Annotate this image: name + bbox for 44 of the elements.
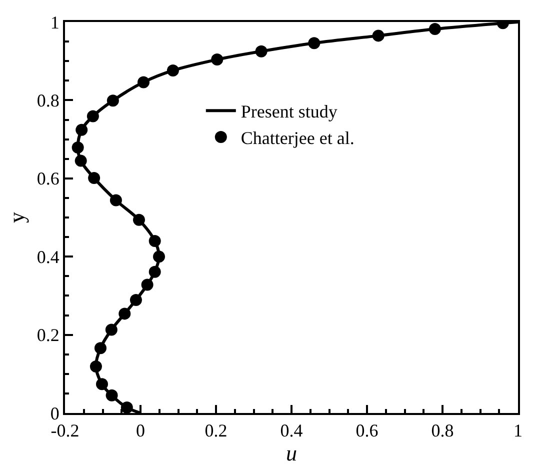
x-axis-title: u <box>286 440 297 466</box>
point <box>105 324 118 336</box>
point <box>90 360 102 372</box>
point <box>148 234 161 247</box>
point <box>106 389 118 402</box>
point <box>88 172 100 184</box>
legend-label: Present study <box>240 102 338 122</box>
y-tick-label: 0.2 <box>36 325 60 346</box>
point <box>118 308 131 320</box>
point <box>86 110 99 122</box>
point <box>76 124 88 136</box>
x-tick-label: 0.6 <box>356 420 378 441</box>
point <box>153 250 165 263</box>
point <box>148 266 161 278</box>
point <box>372 30 384 42</box>
point <box>120 402 133 413</box>
x-tick-label: 1 <box>514 420 522 441</box>
x-tick-label: 0 <box>136 420 145 441</box>
y-axis-title: y <box>4 212 30 223</box>
y-tick-label: 0 <box>50 403 60 424</box>
point <box>138 76 150 88</box>
point <box>166 64 179 76</box>
y-tick-label: 0.4 <box>36 246 60 267</box>
y-tick-label: 0.8 <box>36 90 60 110</box>
point <box>96 378 108 390</box>
point <box>141 278 154 291</box>
point <box>72 142 84 154</box>
point <box>110 194 122 206</box>
y-tick-label: 0.6 <box>36 168 60 189</box>
point <box>308 37 320 50</box>
point <box>74 154 87 167</box>
y-tick-label: 1 <box>50 12 60 32</box>
x-tick-label: 0.8 <box>431 420 454 441</box>
point <box>106 94 119 107</box>
x-tick-label: 0.4 <box>280 420 303 441</box>
point <box>130 294 142 306</box>
point <box>94 342 106 354</box>
x-tick-label: 0.2 <box>204 420 228 441</box>
point <box>255 45 268 58</box>
point <box>428 23 441 36</box>
point <box>211 54 224 66</box>
x-tick-label: -0.2 <box>50 420 80 441</box>
point <box>132 214 145 226</box>
legend-label: Chatterjee et al. <box>240 128 354 148</box>
